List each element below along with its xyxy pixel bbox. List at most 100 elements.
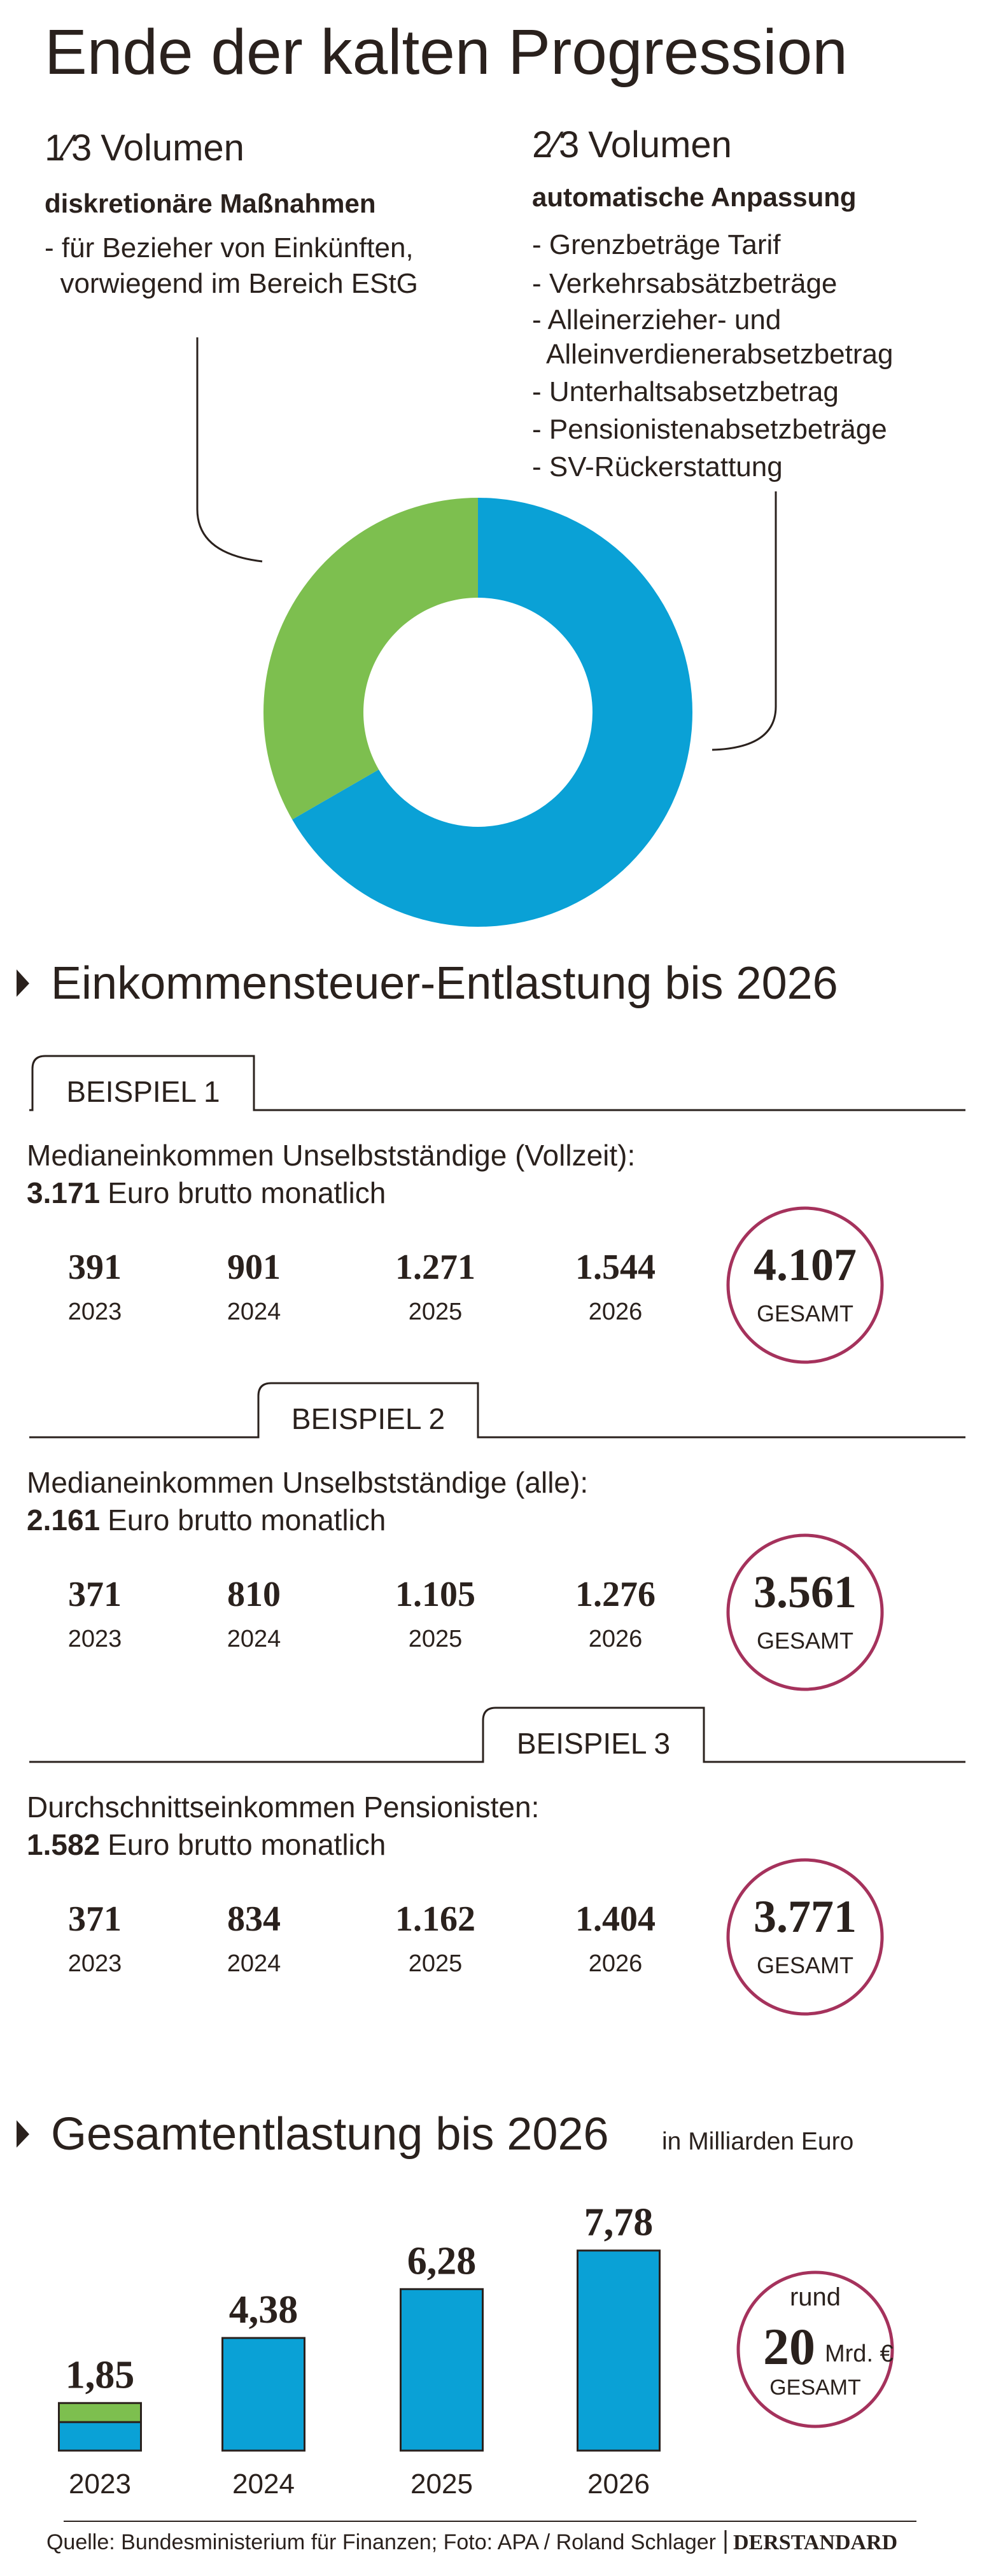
- section-marker: [17, 2120, 29, 2148]
- unit: Volumen: [101, 127, 244, 169]
- example-label: BEISPIEL 1: [66, 1075, 220, 1108]
- example-label: BEISPIEL 3: [517, 1727, 670, 1760]
- detail-line: Alleinverdienerabsetzbetrag: [532, 339, 893, 370]
- tab-outline: [29, 1707, 965, 1763]
- total-circle: [726, 1206, 884, 1364]
- tab-outline: [29, 1382, 965, 1439]
- fraction: 1⁄3: [45, 127, 92, 169]
- example-year: 2026: [589, 1950, 643, 1977]
- brand: DERSTANDARD: [733, 2531, 897, 2554]
- bar: [58, 2421, 142, 2452]
- section-title: Einkommensteuer-Entlastung bis 2026: [51, 958, 838, 1009]
- bar-value-label: 7,78: [584, 2201, 654, 2244]
- example-year: 2023: [68, 1950, 122, 1977]
- example-amount: 1.404: [575, 1899, 656, 1939]
- example-total-label: GESAMT: [757, 1300, 853, 1327]
- section-subtitle: in Milliarden Euro: [662, 2128, 853, 2155]
- volume-heading: 2⁄3 Volumen: [532, 124, 732, 165]
- donut-slice: [263, 498, 478, 820]
- bar: [577, 2249, 661, 2452]
- example-total: 3.561: [754, 1566, 857, 1617]
- x-tick-label: 2024: [232, 2468, 295, 2500]
- income-text: Euro brutto monatlich: [108, 1828, 386, 1861]
- title: Ende der kalten Progression: [45, 17, 848, 88]
- income-text: Euro brutto monatlich: [108, 1176, 386, 1209]
- bar: [221, 2337, 305, 2452]
- example-year: 2024: [227, 1950, 281, 1977]
- example-year: 2025: [409, 1626, 463, 1652]
- bar-value-label: 1,85: [66, 2353, 135, 2397]
- example-amount: 371: [68, 1575, 122, 1614]
- summary-prefix: rund: [790, 2283, 841, 2311]
- example-label: BEISPIEL 2: [291, 1402, 445, 1435]
- example-amount: 810: [227, 1575, 281, 1614]
- example-income: 1.582 Euro brutto monatlich: [27, 1828, 386, 1861]
- example-year: 2025: [409, 1950, 463, 1977]
- example-amount: 1.271: [395, 1248, 475, 1287]
- bar: [400, 2288, 484, 2452]
- source: Quelle: Bundesministerium für Finanzen; …: [46, 2530, 716, 2554]
- detail-line: - SV-Rückerstattung: [532, 451, 783, 482]
- example-amount: 1.162: [395, 1899, 475, 1939]
- category-heading: automatische Anpassung: [532, 182, 857, 212]
- income-amount: 2.161: [27, 1503, 100, 1537]
- detail-line: - für Bezieher von Einkünften,: [45, 232, 414, 264]
- example-description: Durchschnittseinkommen Pensionisten:: [27, 1791, 539, 1824]
- tab-outline: [29, 1055, 965, 1111]
- example-year: 2024: [227, 1299, 281, 1325]
- income-amount: 3.171: [27, 1176, 100, 1209]
- example-description: Medianeinkommen Unselbstständige (Vollze…: [27, 1139, 635, 1172]
- category-heading: diskretionäre Maßnahmen: [45, 188, 375, 218]
- example-total-label: GESAMT: [757, 1628, 853, 1654]
- x-tick-label: 2023: [69, 2468, 131, 2500]
- example-year: 2026: [589, 1299, 643, 1325]
- example-total-label: GESAMT: [757, 1952, 853, 1978]
- donut-slice: [292, 498, 693, 927]
- example-total: 4.107: [754, 1239, 857, 1290]
- x-tick-label: 2025: [410, 2468, 473, 2500]
- volume-heading: 1⁄3 Volumen: [45, 127, 244, 169]
- summary-circle: [736, 2270, 894, 2428]
- example-income: 2.161 Euro brutto monatlich: [27, 1503, 386, 1537]
- connector: [712, 491, 777, 751]
- summary-amount: 20: [763, 2318, 815, 2375]
- example-year: 2024: [227, 1626, 281, 1652]
- fraction: 2⁄3: [532, 124, 579, 165]
- example-income: 3.171 Euro brutto monatlich: [27, 1176, 386, 1209]
- example-amount: 1.544: [575, 1248, 656, 1287]
- x-tick-label: 2026: [587, 2468, 650, 2500]
- detail-line: vorwiegend im Bereich EStG: [45, 268, 418, 299]
- total-circle: [726, 1858, 884, 2016]
- summary-label: GESAMT: [769, 2375, 861, 2400]
- section-marker: [17, 969, 29, 997]
- example-total: 3.771: [754, 1891, 857, 1942]
- example-year: 2023: [68, 1626, 122, 1652]
- example-amount: 1.105: [395, 1575, 475, 1614]
- example-year: 2023: [68, 1299, 122, 1325]
- example-description: Medianeinkommen Unselbstständige (alle):: [27, 1466, 588, 1499]
- section-title: Gesamtentlastung bis 2026: [51, 2109, 609, 2160]
- connector: [196, 337, 263, 563]
- example-amount: 1.276: [575, 1575, 656, 1614]
- unit: Volumen: [588, 124, 732, 165]
- income-text: Euro brutto monatlich: [108, 1503, 386, 1537]
- bar-value-label: 6,28: [407, 2239, 477, 2283]
- bar: [58, 2402, 142, 2423]
- example-amount: 834: [227, 1899, 281, 1939]
- example-year: 2026: [589, 1626, 643, 1652]
- income-amount: 1.582: [27, 1828, 100, 1861]
- example-amount: 391: [68, 1248, 122, 1287]
- detail-line: - Unterhaltsabsetzbetrag: [532, 376, 839, 407]
- bar-value-label: 4,38: [229, 2288, 298, 2332]
- summary-unit: Mrd. €: [825, 2340, 894, 2367]
- detail-line: - Grenzbeträge Tarif: [532, 229, 781, 260]
- example-amount: 901: [227, 1248, 281, 1287]
- total-circle: [726, 1533, 884, 1691]
- example-year: 2025: [409, 1299, 463, 1325]
- example-amount: 371: [68, 1899, 122, 1939]
- detail-line: - Alleinerzieher- und: [532, 304, 781, 335]
- detail-line: - Pensionistenabsetzbeträge: [532, 414, 887, 445]
